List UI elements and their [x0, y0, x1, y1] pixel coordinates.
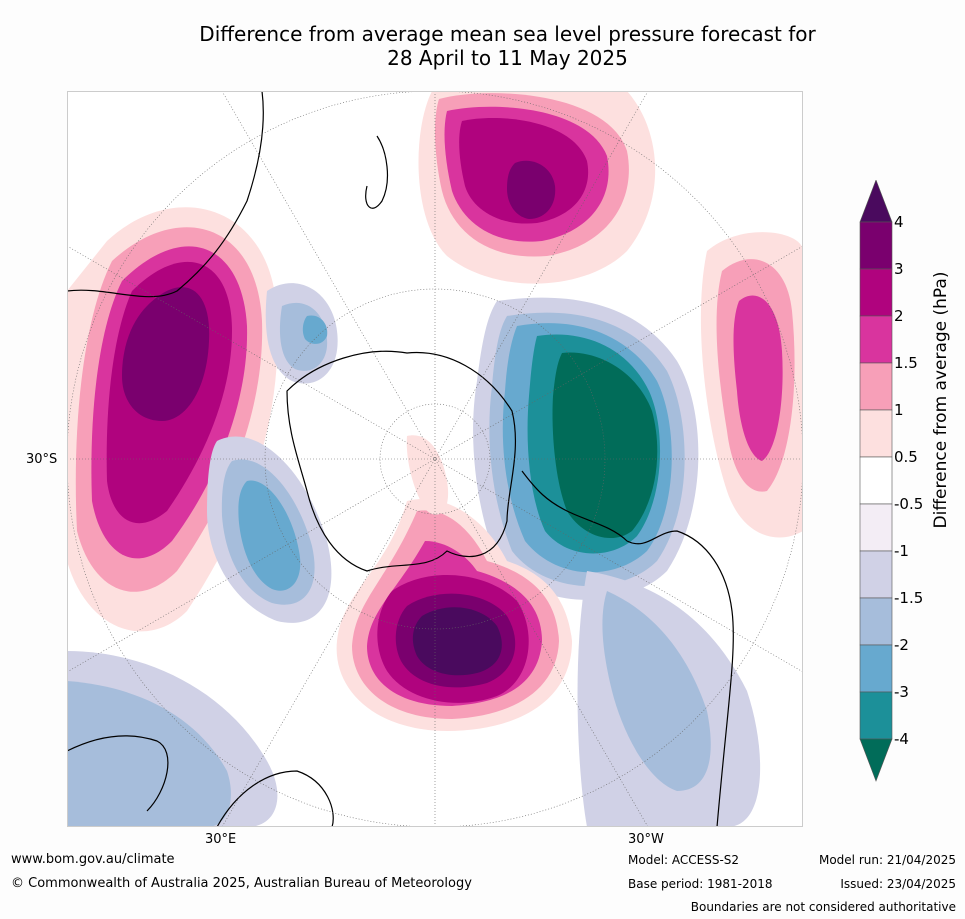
colorbar-tick-label: -0.5 — [894, 495, 924, 513]
colorbar-extend-top — [859, 180, 893, 223]
footer-model: Model: ACCESS-S2 — [628, 853, 740, 867]
colorbar-tick-label: 1 — [894, 401, 904, 419]
colorbar-bin — [859, 268, 893, 317]
colorbar-title: Difference from average (hPa) — [931, 271, 951, 529]
anomaly-low-bottom-left — [67, 651, 278, 827]
colorbar-bin — [859, 456, 893, 505]
footer-issued: Issued: 23/04/2025 — [840, 877, 956, 891]
footer-model-run: Model run: 21/04/2025 — [818, 853, 956, 867]
anomaly-high-south-indian — [336, 499, 572, 731]
colorbar-bin — [859, 550, 893, 599]
chart-title-line-2: 28 April to 11 May 2025 — [387, 46, 628, 70]
graticule — [67, 91, 803, 827]
colorbar-extend-bottom — [859, 738, 893, 782]
colorbar-bin — [859, 221, 893, 270]
colorbar-bin — [859, 503, 893, 552]
colorbar-tick-label: 3 — [894, 260, 904, 278]
lon-label-30e: 30°E — [205, 832, 237, 847]
colorbar-tick-label: 1.5 — [894, 354, 918, 372]
colorbar-bin — [859, 315, 893, 364]
anomaly-low-bottom-right — [577, 571, 761, 827]
colorbar-tick-label: -2 — [894, 636, 909, 654]
anomaly-low-indian-ocean — [207, 283, 338, 623]
colorbar — [859, 180, 893, 782]
map-frame — [67, 91, 803, 827]
footer-copyright: © Commonwealth of Australia 2025, Austra… — [11, 876, 472, 891]
colorbar-tick-label: 2 — [894, 307, 904, 325]
anomaly-low-drake-passage — [473, 297, 699, 600]
chart-title-line-1: Difference from average mean sea level p… — [199, 22, 816, 46]
colorbar-tick-label: 4 — [894, 213, 904, 231]
anomaly-high-polar — [406, 435, 449, 515]
colorbar-bin — [859, 691, 893, 740]
anomaly-high-new-zealand — [418, 91, 656, 284]
lat-label-30s: 30°S — [26, 452, 58, 467]
colorbar-tick-label: -3 — [894, 683, 909, 701]
colorbar-tick-label: 0.5 — [894, 448, 918, 466]
lon-label-30w: 30°W — [628, 832, 664, 847]
colorbar-bin — [859, 362, 893, 411]
colorbar-bin — [859, 597, 893, 646]
colorbar-tick-label: -4 — [894, 730, 909, 748]
colorbar-bin — [859, 409, 893, 458]
colorbar-tick-label: -1 — [894, 542, 909, 560]
pressure-anomaly-map — [67, 91, 803, 827]
coastlines — [67, 91, 734, 827]
footer-disclaimer: Boundaries are not considered authoritat… — [690, 900, 956, 914]
colorbar-tick-label: -1.5 — [894, 589, 924, 607]
footer-base-period: Base period: 1981-2018 — [628, 877, 773, 891]
anomaly-high-south-atlantic — [700, 232, 803, 538]
colorbar-bin — [859, 644, 893, 693]
footer-url[interactable]: www.bom.gov.au/climate — [11, 852, 175, 867]
